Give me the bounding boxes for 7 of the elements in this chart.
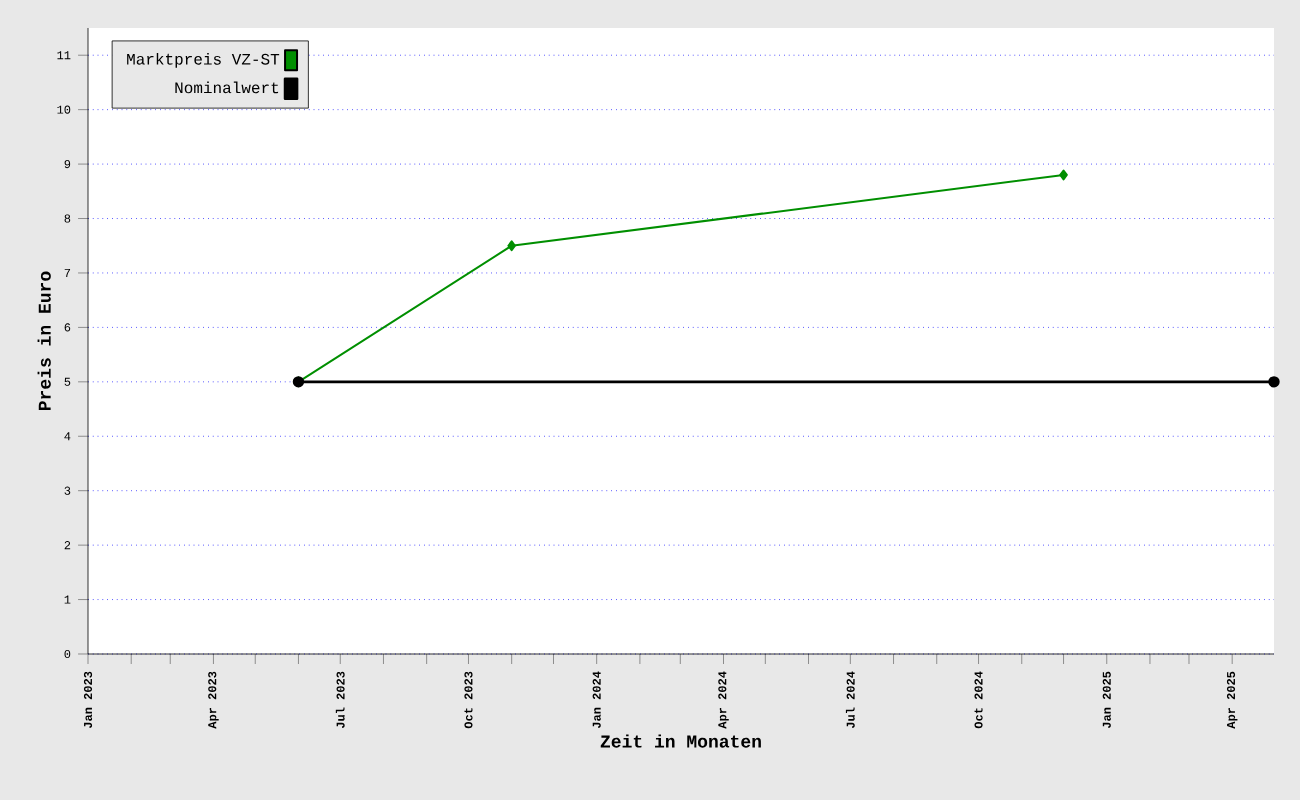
point: [1059, 169, 1068, 181]
legend-label: Marktpreis VZ-ST: [127, 52, 280, 68]
y-axis-title: Preis in Euro: [37, 271, 51, 411]
point: [507, 240, 516, 252]
legend-label: Nominalwert: [175, 81, 279, 94]
x-axis-title: Zeit in Monaten: [600, 734, 761, 748]
point: [1268, 376, 1280, 388]
